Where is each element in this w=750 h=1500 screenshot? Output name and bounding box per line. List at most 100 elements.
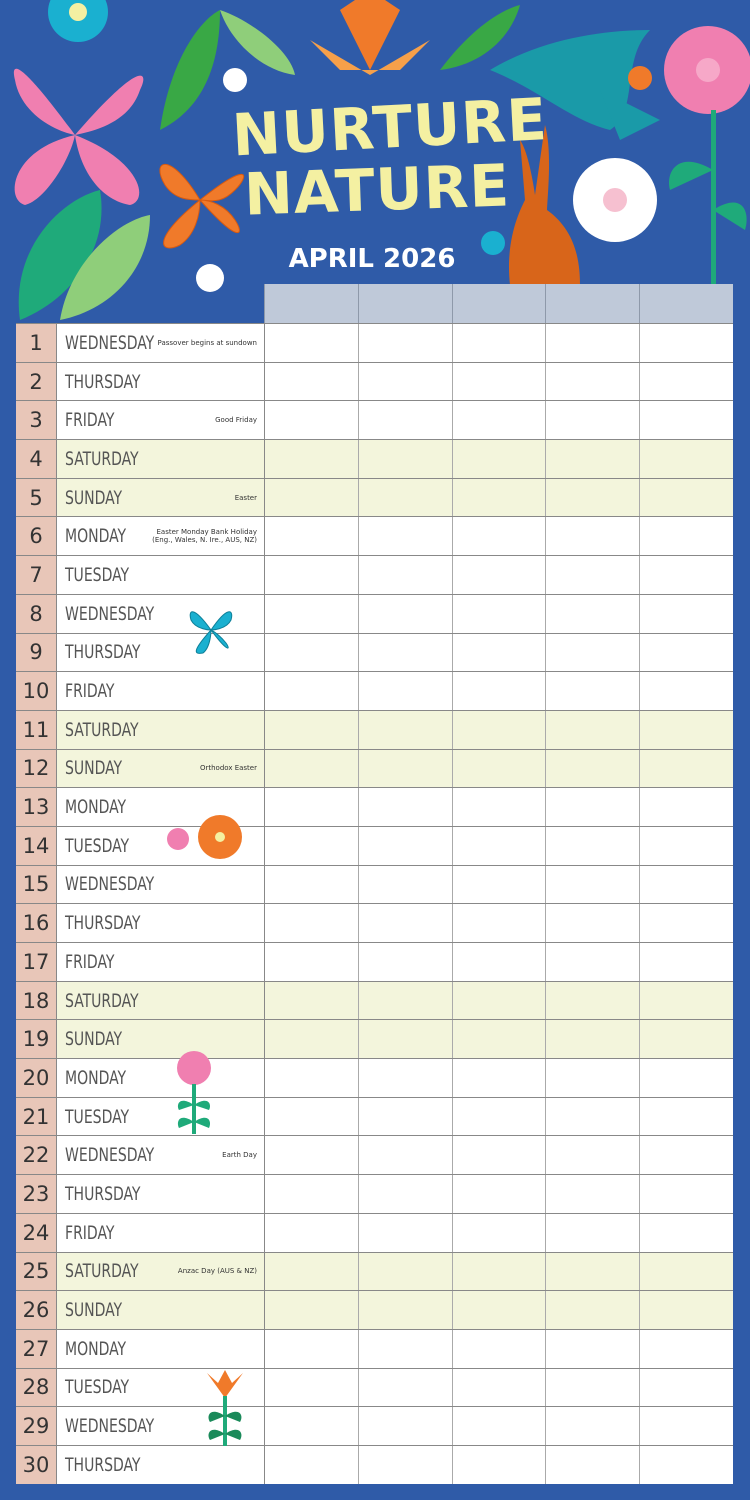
entry-cell[interactable] <box>265 1445 359 1484</box>
entry-cell[interactable] <box>546 1407 641 1445</box>
entry-cell[interactable] <box>640 1059 733 1097</box>
entry-cell[interactable] <box>359 556 453 594</box>
entry-cell[interactable] <box>453 749 547 788</box>
entry-cell[interactable] <box>265 865 359 904</box>
entry-cell[interactable] <box>640 982 733 1020</box>
entry-cell[interactable] <box>546 362 641 401</box>
entry-cell[interactable] <box>265 1213 359 1252</box>
entry-cell[interactable] <box>359 1329 453 1368</box>
entry-cell[interactable] <box>265 1368 359 1407</box>
entry-cell[interactable] <box>640 634 733 672</box>
entry-cell[interactable] <box>546 1213 641 1252</box>
entry-cell[interactable] <box>359 440 453 478</box>
entry-cell[interactable] <box>359 594 453 633</box>
entry-cell[interactable] <box>640 672 733 710</box>
entry-cell[interactable] <box>453 556 547 594</box>
entry-cell[interactable] <box>453 1059 547 1097</box>
entry-cell[interactable] <box>453 1213 547 1252</box>
entry-cell[interactable] <box>640 517 733 555</box>
entry-cell[interactable] <box>640 1020 733 1058</box>
entry-cell[interactable] <box>640 943 733 981</box>
entry-cell[interactable] <box>265 981 359 1020</box>
entry-cell[interactable] <box>265 788 359 826</box>
entry-cell[interactable] <box>546 904 641 942</box>
entry-cell[interactable] <box>265 1020 359 1059</box>
entry-cell[interactable] <box>640 1446 733 1484</box>
entry-cell[interactable] <box>359 1252 453 1291</box>
entry-cell[interactable] <box>453 1445 547 1484</box>
entry-cell[interactable] <box>359 324 453 362</box>
entry-cell[interactable] <box>546 594 641 633</box>
entry-cell[interactable] <box>359 1059 453 1097</box>
entry-cell[interactable] <box>453 1175 547 1213</box>
entry-cell[interactable] <box>453 633 547 672</box>
entry-cell[interactable] <box>453 826 547 865</box>
entry-cell[interactable] <box>265 440 359 478</box>
entry-cell[interactable] <box>546 401 641 440</box>
entry-cell[interactable] <box>265 710 359 749</box>
entry-cell[interactable] <box>453 672 547 710</box>
entry-cell[interactable] <box>359 1291 453 1329</box>
entry-cell[interactable] <box>359 633 453 672</box>
entry-cell[interactable] <box>453 1136 547 1175</box>
entry-cell[interactable] <box>546 1252 641 1291</box>
entry-cell[interactable] <box>546 826 641 865</box>
entry-cell[interactable] <box>546 943 641 981</box>
entry-cell[interactable] <box>453 865 547 904</box>
entry-cell[interactable] <box>640 1098 733 1136</box>
column-header[interactable] <box>639 284 733 323</box>
entry-cell[interactable] <box>359 710 453 749</box>
entry-cell[interactable] <box>640 595 733 633</box>
entry-cell[interactable] <box>359 1136 453 1175</box>
entry-cell[interactable] <box>265 1252 359 1291</box>
entry-cell[interactable] <box>453 904 547 942</box>
entry-cell[interactable] <box>640 324 733 362</box>
entry-cell[interactable] <box>640 1369 733 1407</box>
entry-cell[interactable] <box>546 1097 641 1136</box>
entry-cell[interactable] <box>546 865 641 904</box>
entry-cell[interactable] <box>640 479 733 517</box>
entry-cell[interactable] <box>359 865 453 904</box>
entry-cell[interactable] <box>546 1059 641 1097</box>
entry-cell[interactable] <box>453 324 547 362</box>
entry-cell[interactable] <box>640 904 733 942</box>
entry-cell[interactable] <box>265 517 359 556</box>
entry-cell[interactable] <box>640 1175 733 1213</box>
entry-cell[interactable] <box>265 556 359 594</box>
entry-cell[interactable] <box>453 1252 547 1291</box>
entry-cell[interactable] <box>359 943 453 981</box>
entry-cell[interactable] <box>640 866 733 904</box>
entry-cell[interactable] <box>359 1445 453 1484</box>
entry-cell[interactable] <box>265 749 359 788</box>
entry-cell[interactable] <box>265 904 359 942</box>
entry-cell[interactable] <box>453 478 547 517</box>
entry-cell[interactable] <box>546 1329 641 1368</box>
entry-cell[interactable] <box>453 981 547 1020</box>
entry-cell[interactable] <box>640 1253 733 1291</box>
entry-cell[interactable] <box>546 981 641 1020</box>
entry-cell[interactable] <box>546 1136 641 1175</box>
entry-cell[interactable] <box>265 1407 359 1445</box>
entry-cell[interactable] <box>453 401 547 440</box>
entry-cell[interactable] <box>453 440 547 478</box>
entry-cell[interactable] <box>453 1291 547 1329</box>
entry-cell[interactable] <box>265 1329 359 1368</box>
entry-cell[interactable] <box>546 1020 641 1059</box>
entry-cell[interactable] <box>359 362 453 401</box>
entry-cell[interactable] <box>640 750 733 788</box>
entry-cell[interactable] <box>359 401 453 440</box>
entry-cell[interactable] <box>546 1445 641 1484</box>
entry-cell[interactable] <box>265 594 359 633</box>
entry-cell[interactable] <box>546 1175 641 1213</box>
entry-cell[interactable] <box>265 672 359 710</box>
entry-cell[interactable] <box>359 1175 453 1213</box>
entry-cell[interactable] <box>640 1330 733 1368</box>
entry-cell[interactable] <box>546 749 641 788</box>
entry-cell[interactable] <box>640 1136 733 1174</box>
entry-cell[interactable] <box>453 1407 547 1445</box>
entry-cell[interactable] <box>546 517 641 556</box>
entry-cell[interactable] <box>359 1020 453 1059</box>
entry-cell[interactable] <box>265 943 359 981</box>
entry-cell[interactable] <box>265 478 359 517</box>
entry-cell[interactable] <box>359 826 453 865</box>
